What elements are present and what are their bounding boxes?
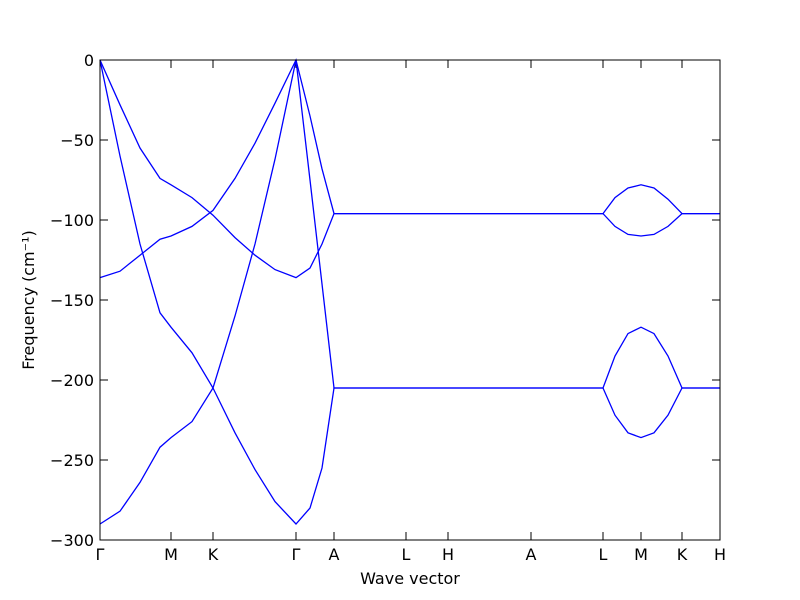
y-axis-label: Frequency (cm⁻¹) <box>19 230 38 369</box>
x-tick-label: H <box>442 545 454 564</box>
x-tick-label: A <box>329 545 340 564</box>
x-tick-label: K <box>677 545 688 564</box>
y-tick-label: −50 <box>60 131 94 150</box>
band-line <box>99 59 720 525</box>
band-line <box>99 59 720 525</box>
x-tick-label: L <box>402 545 411 564</box>
x-tick-label: M <box>164 545 178 564</box>
y-tick-label: −250 <box>50 451 94 470</box>
band-line <box>99 58 720 279</box>
y-tick-label: 0 <box>84 51 94 70</box>
x-axis-label: Wave vector <box>360 569 460 588</box>
x-tick-label: Γ <box>96 545 105 564</box>
x-tick-label: Γ <box>292 545 301 564</box>
x-tick-label: H <box>714 545 726 564</box>
x-tick-label: L <box>599 545 608 564</box>
x-tick-label: K <box>208 545 219 564</box>
y-tick-label: −200 <box>50 371 94 390</box>
band-line <box>99 59 720 279</box>
y-tick-label: −100 <box>50 211 94 230</box>
y-tick-label: −300 <box>50 531 94 550</box>
x-tick-label: M <box>634 545 648 564</box>
y-tick-label: −150 <box>50 291 94 310</box>
plot-frame <box>99 59 721 541</box>
x-tick-label: A <box>526 545 537 564</box>
